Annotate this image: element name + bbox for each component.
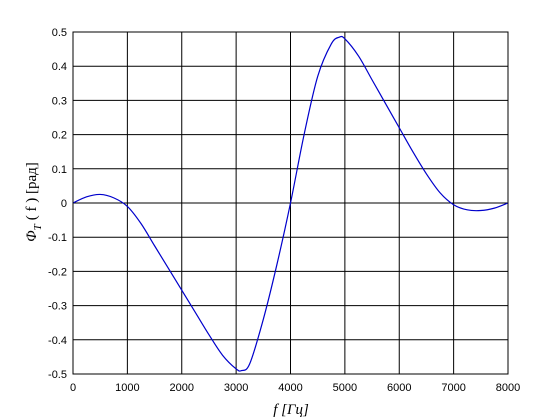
y-tick-label: 0.1 (52, 164, 67, 176)
y-tick-label: 0.4 (52, 61, 67, 73)
series-line (72, 35, 509, 372)
x-axis-label: f [Гц] (273, 402, 309, 418)
x-tick-label: 6000 (387, 382, 411, 394)
y-tick-label: -0.2 (48, 266, 67, 278)
y-tick-label: -0.3 (48, 301, 67, 313)
x-tick-label: 1000 (115, 382, 139, 394)
y-tick-label: -0.1 (48, 232, 67, 244)
x-tick-label: 4000 (278, 382, 302, 394)
y-axis-label-rest: ( f ) [рад] (24, 162, 40, 220)
y-tick-label: -0.5 (48, 369, 67, 381)
x-tick-label: 3000 (224, 382, 248, 394)
tick-labels: 0 1000 2000 3000 4000 5000 6000 7000 8000 -0.5 -0.… (48, 27, 520, 394)
x-tick-label: 7000 (441, 382, 465, 394)
y-tick-label: -0.4 (48, 335, 67, 347)
plot-frame (72, 31, 509, 375)
y-axis-label: ΦT ( f ) [рад] (24, 162, 44, 242)
y-axis-label-sub: T (32, 223, 44, 230)
y-tick-label: 0.5 (52, 27, 67, 39)
x-tick-label: 8000 (496, 382, 520, 394)
y-tick-label: 0 (61, 198, 67, 210)
grid (72, 31, 509, 375)
y-axis-label-main: Φ (24, 230, 40, 242)
y-tick-label: 0.3 (52, 95, 67, 107)
y-tick-label: 0.2 (52, 130, 67, 142)
x-tick-label: 2000 (170, 382, 194, 394)
x-tick-label: 0 (70, 382, 76, 394)
x-tick-label: 5000 (333, 382, 357, 394)
series-group (72, 35, 509, 372)
